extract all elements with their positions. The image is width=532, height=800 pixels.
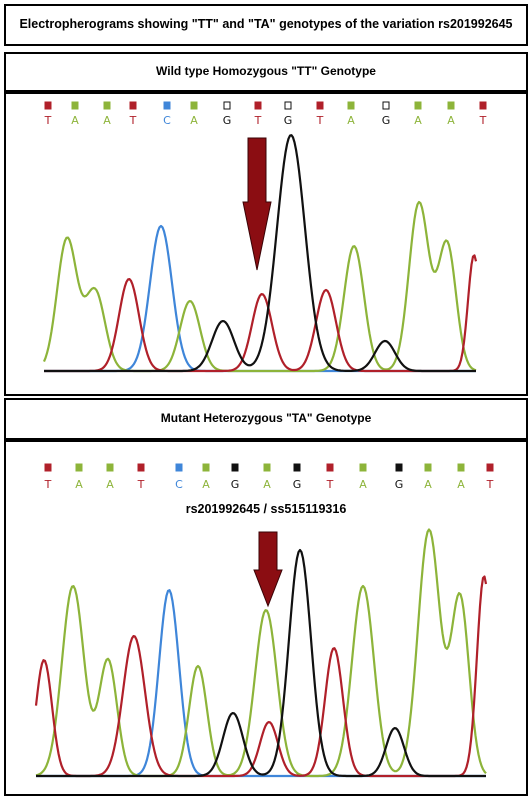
- base-call-marker: [316, 101, 324, 110]
- base-call-letter: G: [284, 114, 293, 127]
- base-call-marker: [103, 101, 111, 110]
- base-call-letter: T: [479, 114, 487, 127]
- base-call-letter: A: [103, 114, 111, 127]
- base-call-letter: A: [359, 478, 367, 491]
- base-call-marker: [44, 101, 52, 110]
- base-call-letter: T: [486, 478, 494, 491]
- base-call-marker: [382, 101, 390, 110]
- base-call-letter: C: [163, 114, 171, 127]
- base-call-marker: [414, 101, 422, 110]
- base-call-marker: [163, 101, 171, 110]
- base-call-letter: T: [44, 114, 52, 127]
- base-call-marker: [293, 463, 301, 472]
- base-call-marker: [457, 463, 465, 472]
- base-call-letter: A: [190, 114, 198, 127]
- base-call-letter: A: [347, 114, 355, 127]
- base-call-marker: [359, 463, 367, 472]
- base-call-marker: [284, 101, 292, 110]
- variant-id-label: rs201992645 / ss515119316: [185, 502, 347, 516]
- variant-arrow: [242, 137, 272, 271]
- base-call-letter: T: [44, 478, 52, 491]
- base-call-letter: T: [326, 478, 334, 491]
- base-call-marker: [447, 101, 455, 110]
- base-call-letter: A: [106, 478, 114, 491]
- base-call-marker: [479, 101, 487, 110]
- base-call-letter: A: [457, 478, 465, 491]
- base-call-letter: A: [202, 478, 210, 491]
- base-call-marker: [395, 463, 403, 472]
- base-call-letter: G: [223, 114, 232, 127]
- base-call-marker: [231, 463, 239, 472]
- trace-T: [44, 254, 478, 373]
- main-title-box: Electropherograms showing "TT" and "TA" …: [4, 4, 528, 46]
- base-call-marker: [44, 463, 52, 472]
- trace-G: [36, 548, 486, 778]
- base-call-marker: [202, 463, 210, 472]
- base-call-letter: A: [447, 114, 455, 127]
- base-call-marker: [71, 101, 79, 110]
- base-call-marker: [326, 463, 334, 472]
- base-call-letter: T: [129, 114, 137, 127]
- base-call-marker: [129, 101, 137, 110]
- base-call-marker: [263, 463, 271, 472]
- base-call-marker: [486, 463, 494, 472]
- base-call-marker: [190, 101, 198, 110]
- base-call-marker: [254, 101, 262, 110]
- base-call-letter: C: [175, 478, 183, 491]
- base-call-letter: G: [395, 478, 404, 491]
- base-call-marker: [424, 463, 432, 472]
- base-call-letter: G: [293, 478, 302, 491]
- trace-A: [42, 200, 477, 373]
- panel-1-heading-box: Wild type Homozygous "TT" Genotype: [4, 52, 528, 92]
- base-call-marker: [175, 463, 183, 472]
- base-call-letter: A: [424, 478, 432, 491]
- base-call-letter: A: [414, 114, 422, 127]
- trace-T: [34, 575, 488, 778]
- base-call-letter: A: [71, 114, 79, 127]
- panel-2-chart-box: rs201992645 / ss515119316 T A A T C A G A G T A G A A…: [4, 440, 528, 796]
- base-call-marker: [106, 463, 114, 472]
- main-title: Electropherograms showing "TT" and "TA" …: [19, 17, 513, 31]
- base-call-marker: [137, 463, 145, 472]
- base-call-letter: G: [382, 114, 391, 127]
- base-call-letter: A: [75, 478, 83, 491]
- panel-2-heading: Mutant Heterozygous "TA" Genotype: [160, 411, 372, 425]
- base-call-marker: [347, 101, 355, 110]
- base-call-letter: G: [231, 478, 240, 491]
- trace-G: [44, 134, 476, 373]
- base-call-marker: [223, 101, 231, 110]
- base-call-letter: T: [137, 478, 145, 491]
- trace-A: [35, 528, 487, 778]
- base-call-marker: [75, 463, 83, 472]
- base-call-letter: A: [263, 478, 271, 491]
- variant-arrow: [253, 531, 283, 608]
- base-call-letter: T: [254, 114, 262, 127]
- base-call-letter: T: [316, 114, 324, 127]
- panel-2-heading-box: Mutant Heterozygous "TA" Genotype: [4, 398, 528, 440]
- panel-1-heading: Wild type Homozygous "TT" Genotype: [156, 64, 376, 78]
